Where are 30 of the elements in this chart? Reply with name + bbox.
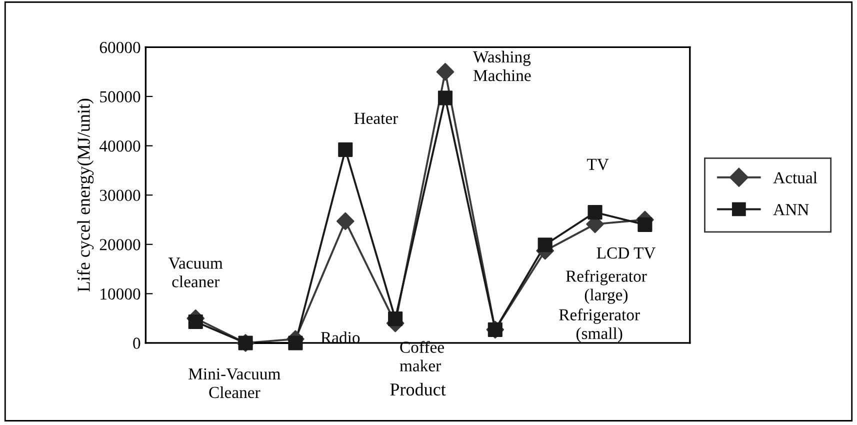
annotation: Vacuum cleaner — [168, 258, 223, 288]
annotation: LCD TV — [596, 247, 656, 259]
point — [588, 205, 602, 220]
y-axis-title: Life cycel energy(MJ/unit) — [77, 98, 94, 292]
annotation: Refrigerator (large) — [566, 270, 647, 304]
y-tick-label: 60000 — [100, 42, 140, 54]
point — [438, 90, 453, 106]
text: Mini-Vacuum Cleaner — [188, 368, 280, 398]
legend-label: ANN — [773, 204, 809, 216]
x-axis-title: Product — [390, 382, 446, 396]
point — [638, 217, 652, 232]
y-tick-label: 10000 — [100, 288, 140, 300]
legend-label: Actual — [773, 172, 818, 184]
annotation: Coffee maker — [400, 340, 444, 372]
y-tick-label: 50000 — [100, 91, 140, 102]
point — [338, 142, 353, 158]
annotation: Refrigerator (small) — [559, 308, 640, 342]
y-tick-label: 0 — [133, 338, 140, 349]
point — [288, 336, 303, 350]
y-tick-label: 30000 — [100, 190, 140, 202]
point — [388, 312, 403, 326]
y-tick-label: 40000 — [99, 140, 140, 152]
y-tick-label: 20000 — [100, 239, 140, 250]
point — [188, 314, 203, 330]
point — [538, 238, 552, 252]
annotation: TV — [586, 158, 609, 170]
annotation: Washing Machine — [473, 50, 531, 82]
point — [436, 62, 454, 81]
point — [336, 212, 354, 230]
annotation: Heater — [354, 112, 398, 124]
